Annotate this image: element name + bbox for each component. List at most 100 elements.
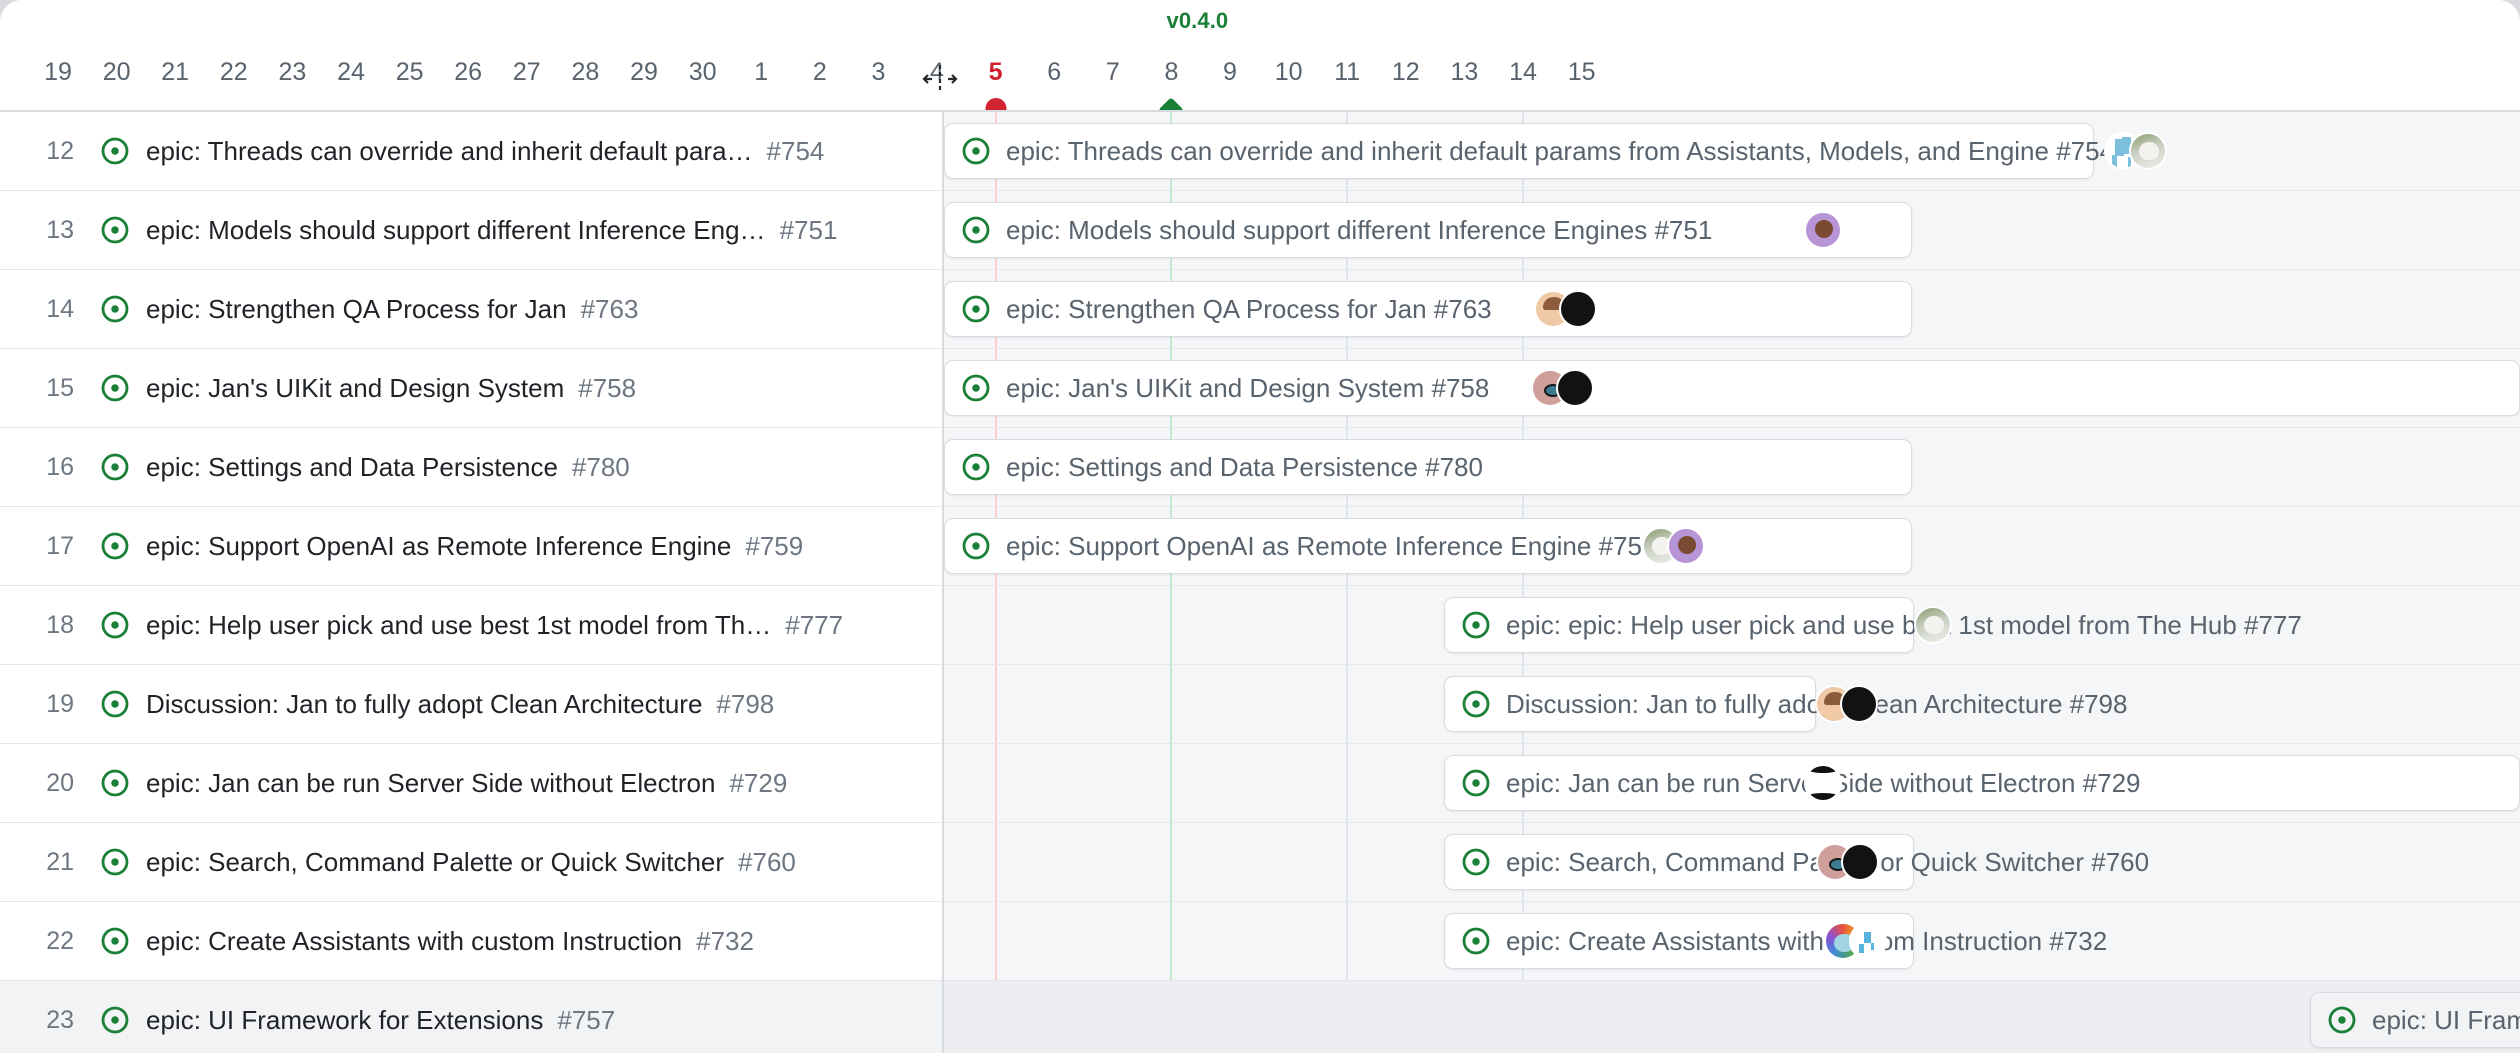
date-tick-1: 1 xyxy=(754,58,769,86)
issue-list-row[interactable]: 18 epic: Help user pick and use best 1st… xyxy=(0,586,944,665)
gridline xyxy=(1522,112,1524,1053)
issue-list-row[interactable]: 19 Discussion: Jan to fully adopt Clean … xyxy=(0,665,944,744)
avatar[interactable] xyxy=(1667,527,1705,565)
avatar[interactable] xyxy=(2129,132,2167,170)
timeline-bar[interactable]: epic: UI Framework for Extensions xyxy=(2310,992,2520,1048)
date-tick-12: 12 xyxy=(1391,58,1420,86)
issue-title[interactable]: epic: Support OpenAI as Remote Inference… xyxy=(146,530,732,561)
issue-list-row[interactable]: 12 epic: Threads can override and inheri… xyxy=(0,112,944,191)
issue-open-icon xyxy=(100,768,130,798)
issue-list-row[interactable]: 14 epic: Strengthen QA Process for Jan #7… xyxy=(0,270,944,349)
issue-number[interactable]: #754 xyxy=(766,135,825,166)
issue-list-row[interactable]: 23 epic: UI Framework for Extensions #757 xyxy=(0,981,944,1053)
issue-number[interactable]: #780 xyxy=(571,451,630,482)
issue-title[interactable]: epic: Help user pick and use best 1st mo… xyxy=(146,609,772,640)
issue-list-pane[interactable]: 12 epic: Threads can override and inheri… xyxy=(0,112,944,1053)
issue-number[interactable]: #751 xyxy=(779,214,838,245)
date-tick-21: 21 xyxy=(161,58,190,86)
avatar[interactable] xyxy=(1804,211,1842,249)
row-index: 14 xyxy=(46,294,74,323)
issue-title[interactable]: Discussion: Jan to fully adopt Clean Arc… xyxy=(146,688,703,719)
today-marker-pin xyxy=(985,98,1007,110)
assignee-avatars[interactable] xyxy=(1804,755,1842,811)
issue-open-icon xyxy=(1461,847,1491,877)
assignee-avatars[interactable] xyxy=(1531,360,1594,416)
issue-title[interactable]: epic: Jan's UIKit and Design System xyxy=(146,372,565,403)
row-index: 20 xyxy=(46,768,74,797)
timeline-bar[interactable]: epic: Jan can be run Server Side without… xyxy=(1444,755,2520,811)
issue-list-row[interactable]: 20 epic: Jan can be run Server Side with… xyxy=(0,744,944,823)
issue-number[interactable]: #760 xyxy=(738,846,796,877)
issue-title[interactable]: epic: Settings and Data Persistence xyxy=(146,451,558,482)
assignee-avatars[interactable] xyxy=(1824,913,1887,969)
gridline-green xyxy=(1170,112,1173,1053)
issue-number[interactable]: #798 xyxy=(716,688,775,719)
avatar[interactable] xyxy=(1914,606,1952,644)
timeline-bar[interactable]: epic: Jan's UIKit and Design System #758 xyxy=(944,360,2520,416)
issue-number[interactable]: #758 xyxy=(578,372,637,403)
timeline-bar[interactable]: epic: Strengthen QA Process for Jan #763 xyxy=(944,281,1912,337)
date-tick-13: 13 xyxy=(1450,58,1479,86)
timeline-row: epic: Settings and Data Persistence #780 xyxy=(944,428,2520,507)
timeline-bar-label: epic: UI Framework for Extensions xyxy=(2372,1004,2520,1035)
avatar[interactable] xyxy=(1841,843,1879,881)
timeline-bar[interactable]: epic: Models should support different In… xyxy=(944,202,1912,258)
issue-number[interactable]: #759 xyxy=(745,530,804,561)
timeline-bar[interactable]: Discussion: Jan to fully adopt Clean Arc… xyxy=(1444,676,2127,732)
issue-list-row[interactable]: 15 epic: Jan's UIKit and Design System #7… xyxy=(0,349,944,428)
issue-title[interactable]: epic: Jan can be run Server Side without… xyxy=(146,767,716,798)
issue-number[interactable]: #763 xyxy=(580,293,639,324)
gridline-red xyxy=(994,112,997,1053)
timeline-bar[interactable]: epic: Support OpenAI as Remote Inference… xyxy=(944,518,1912,574)
assignee-avatars[interactable] xyxy=(1642,518,1705,574)
issue-title[interactable]: epic: UI Framework for Extensions xyxy=(146,1004,544,1035)
milestone-version-label: v0.4.0 xyxy=(1166,8,1229,33)
issue-open-icon xyxy=(100,373,130,403)
date-tick-27: 27 xyxy=(512,58,541,86)
date-tick-25: 25 xyxy=(395,58,424,86)
avatar[interactable] xyxy=(1849,922,1887,960)
issue-open-icon xyxy=(100,294,130,324)
timeline-bar[interactable]: epic: Threads can override and inherit d… xyxy=(944,123,2114,179)
date-tick-2: 2 xyxy=(812,58,827,86)
issue-list-row[interactable]: 13 epic: Models should support different… xyxy=(0,191,944,270)
timeline-bar[interactable]: epic: epic: Help user pick and use best … xyxy=(1444,597,2302,653)
date-tick-20: 20 xyxy=(102,58,131,86)
assignee-avatars[interactable] xyxy=(1914,597,1952,653)
avatar[interactable] xyxy=(1556,369,1594,407)
issue-number[interactable]: #777 xyxy=(785,609,844,640)
assignee-avatars[interactable] xyxy=(1804,202,1842,258)
issue-number[interactable]: #732 xyxy=(696,925,754,956)
avatar[interactable] xyxy=(1840,685,1878,723)
issue-list-row[interactable]: 16 epic: Settings and Data Persistence #7… xyxy=(0,428,944,507)
issue-list-row[interactable]: 22 epic: Create Assistants with custom I… xyxy=(0,902,944,981)
date-tick-30: 30 xyxy=(688,58,717,86)
assignee-avatars[interactable] xyxy=(2104,123,2167,179)
timeline-row: epic: Threads can override and inherit d… xyxy=(944,112,2520,191)
issue-title[interactable]: epic: Search, Command Palette or Quick S… xyxy=(146,846,725,877)
timeline-pane[interactable]: epic: Threads can override and inherit d… xyxy=(944,112,2520,1053)
issue-number[interactable]: #729 xyxy=(729,767,788,798)
issue-title[interactable]: epic: Strengthen QA Process for Jan xyxy=(146,293,567,324)
assignee-avatars[interactable] xyxy=(1534,281,1597,337)
date-tick-28: 28 xyxy=(571,58,600,86)
issue-list-row[interactable]: 17 epic: Support OpenAI as Remote Infere… xyxy=(0,507,944,586)
issue-list-row[interactable]: 21 epic: Search, Command Palette or Quic… xyxy=(0,823,944,902)
issue-open-icon xyxy=(100,847,130,877)
assignee-avatars[interactable] xyxy=(1816,834,1879,890)
row-index: 22 xyxy=(46,926,74,955)
assignee-avatars[interactable] xyxy=(1815,676,1878,732)
issue-title[interactable]: epic: Models should support different In… xyxy=(146,214,766,245)
timeline-bar[interactable]: epic: Settings and Data Persistence #780 xyxy=(944,439,1912,495)
timeline-bar-label: epic: Strengthen QA Process for Jan #763 xyxy=(1006,293,1492,324)
timeline-row: epic: Create Assistants with custom Inst… xyxy=(944,902,2520,981)
issue-number[interactable]: #757 xyxy=(557,1004,616,1035)
avatar[interactable] xyxy=(1559,290,1597,328)
issue-open-icon xyxy=(1461,689,1491,719)
issue-open-icon xyxy=(100,689,130,719)
avatar[interactable] xyxy=(1804,764,1842,802)
pane-resize-divider[interactable] xyxy=(942,112,944,1053)
issue-title[interactable]: epic: Threads can override and inherit d… xyxy=(146,135,753,166)
issue-title[interactable]: epic: Create Assistants with custom Inst… xyxy=(146,925,683,956)
date-tick-9: 9 xyxy=(1223,58,1237,86)
